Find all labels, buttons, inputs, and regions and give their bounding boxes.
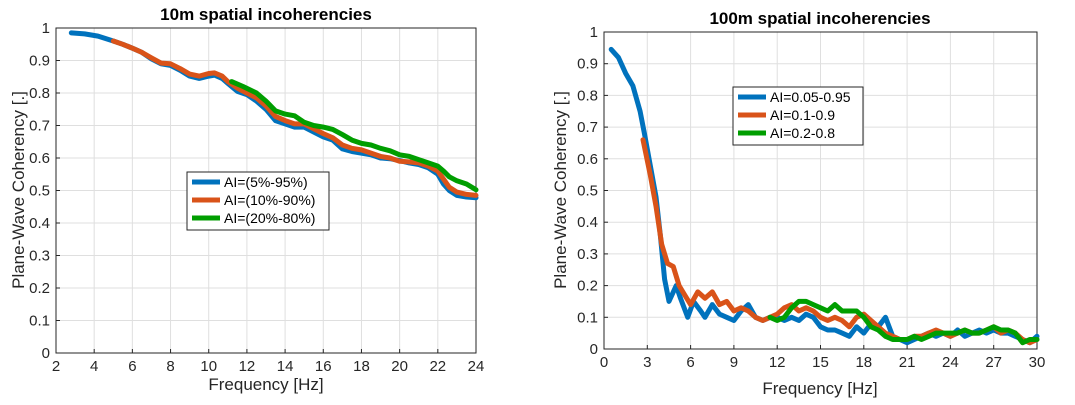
series-line-100m-2 (767, 298, 1040, 346)
x-tick-label-10m-9: 20 (391, 358, 408, 375)
series-line-10m-1 (110, 38, 479, 198)
x-tick-label-100m-6: 18 (855, 354, 872, 371)
x-tick-label-10m-10: 22 (429, 358, 446, 375)
x-tick-label-10m-8: 18 (353, 358, 370, 375)
y-tick-label-100m-0: 0 (590, 341, 598, 358)
x-tick-label-100m-0: 0 (600, 354, 608, 371)
legend-entry-10m-2: AI=(20%-80%) (224, 210, 315, 226)
chart-title-100m: 100m spatial incoherencies (709, 9, 930, 28)
x-tick-label-100m-10: 30 (1029, 354, 1046, 371)
x-tick-label-100m-9: 27 (985, 354, 1002, 371)
y-tick-label-100m-2: 0.2 (577, 278, 598, 295)
legend-entry-100m-0: AI=0.05-0.95 (770, 89, 851, 105)
x-tick-label-100m-4: 12 (769, 354, 786, 371)
series-line-100m-0 (608, 46, 1040, 346)
chart-title-10m: 10m spatial incoherencies (160, 5, 372, 24)
y-ticks-10m: 0 0.1 0.2 0.3 0.4 0.5 0.6 0.7 0.8 0.9 1 (29, 20, 60, 362)
y-tick-label-10m-6: 0.6 (29, 150, 50, 167)
x-tick-label-100m-7: 21 (899, 354, 916, 371)
legend-100m: AI=0.05-0.95 AI=0.1-0.9 AI=0.2-0.8 (732, 86, 864, 146)
chart-100m: 0 3 6 9 12 15 18 21 24 27 30 0 0.1 0.2 0.3 0.4 0.5 0.6 0.… (551, 9, 1045, 398)
x-tick-label-100m-8: 24 (942, 354, 959, 371)
y-tick-label-10m-3: 0.3 (29, 248, 50, 265)
legend-entry-10m-0: AI=(5%-95%) (224, 174, 308, 190)
y-tick-label-100m-3: 0.3 (577, 246, 598, 263)
x-tick-label-10m-6: 14 (277, 358, 294, 375)
x-axis-label-100m: Frequency [Hz] (762, 379, 877, 398)
y-tick-label-10m-4: 0.4 (29, 215, 50, 232)
y-tick-label-100m-6: 0.6 (577, 151, 598, 168)
y-tick-label-10m-7: 0.7 (29, 118, 50, 135)
x-ticks-100m: 0 3 6 9 12 15 18 21 24 27 30 (600, 345, 1046, 371)
legend-entry-100m-1: AI=0.1-0.9 (770, 107, 835, 123)
x-tick-label-10m-7: 16 (315, 358, 332, 375)
x-tick-label-10m-1: 4 (90, 358, 98, 375)
x-tick-label-10m-11: 24 (468, 358, 485, 375)
y-tick-label-10m-9: 0.9 (29, 53, 50, 70)
x-tick-label-10m-3: 8 (166, 358, 174, 375)
x-tick-label-10m-0: 2 (52, 358, 60, 375)
x-tick-label-10m-5: 12 (239, 358, 256, 375)
legend-10m: AI=(5%-95%) AI=(10%-90%) AI=(20%-80%) (186, 171, 330, 231)
series-line-10m-2 (229, 79, 479, 193)
x-axis-label-10m: Frequency [Hz] (208, 375, 323, 394)
y-axis-label-10m: Plane-Wave Coherency [.] (9, 91, 28, 289)
y-tick-label-100m-5: 0.5 (577, 183, 598, 200)
x-tick-label-100m-3: 9 (730, 354, 738, 371)
chart-10m: 2 4 6 8 10 12 14 16 18 20 22 24 00.10.20.30.40.50.6… (9, 5, 484, 394)
y-ticks-100m: 0 0.1 0.2 0.3 0.4 0.5 0.6 0.7 0.8 0.9 1 (577, 24, 608, 358)
series-group-100m (608, 46, 1040, 346)
y-tick-label-100m-7: 0.7 (577, 119, 598, 136)
legend-entry-100m-2: AI=0.2-0.8 (770, 125, 835, 141)
y-tick-label-10m-0: 0 (42, 345, 50, 362)
x-tick-label-100m-5: 15 (812, 354, 829, 371)
y-tick-label-100m-4: 0.4 (577, 214, 598, 231)
y-tick-label-10m-8: 0.8 (29, 85, 50, 102)
y-tick-label-10m-1: 0.1 (29, 313, 50, 330)
y-tick-label-100m-1: 0.1 (577, 309, 598, 326)
x-tick-label-100m-2: 6 (686, 354, 694, 371)
y-axis-label-100m: Plane-Wave Coherency [.] (551, 91, 570, 289)
x-tick-label-10m-2: 6 (128, 358, 136, 375)
x-tick-label-100m-1: 3 (643, 354, 651, 371)
legend-entry-10m-1: AI=(10%-90%) (224, 192, 315, 208)
x-tick-label-10m-4: 10 (200, 358, 217, 375)
y-tick-label-10m-10: 1 (42, 20, 50, 37)
series-group-10m (68, 30, 479, 201)
x-ticks-10m: 2 4 6 8 10 12 14 16 18 20 22 24 (52, 349, 485, 375)
y-tick-label-100m-8: 0.8 (577, 87, 598, 104)
y-tick-label-100m-10: 1 (590, 24, 598, 41)
y-tick-label-10m-5: 0.5 (29, 183, 50, 200)
y-tick-label-100m-9: 0.9 (577, 56, 598, 73)
y-tick-label-10m-2: 0.2 (29, 280, 50, 297)
